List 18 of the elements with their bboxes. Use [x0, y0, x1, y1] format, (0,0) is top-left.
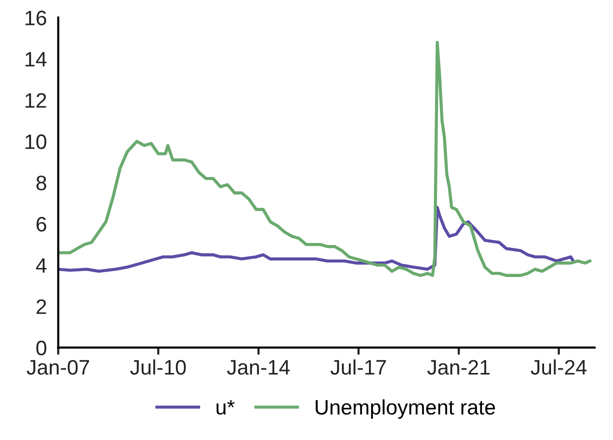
- y-tick-label: 0: [36, 340, 46, 356]
- y-tick-label: 16: [26, 10, 46, 26]
- x-tick-label: Jul-10: [130, 359, 186, 375]
- line-series: [58, 40, 592, 277]
- y-tick-label: 6: [36, 216, 46, 232]
- x-tick-label: Jul-24: [530, 359, 587, 375]
- y-tick-label: 4: [36, 258, 47, 273]
- y-tick-label: 10: [26, 134, 46, 150]
- y-tick-label: 2: [36, 299, 46, 314]
- x-tick-label: Jul-17: [330, 359, 386, 375]
- legend-label: Unemployment rate: [316, 399, 495, 419]
- x-tick-label: Jan-21: [427, 360, 490, 375]
- y-tick-label: 14: [26, 52, 47, 66]
- x-tick-label: Jan-14: [226, 360, 290, 375]
- x-tick-label: Jan-07: [26, 360, 90, 375]
- legend-label: u*: [216, 400, 235, 415]
- y-tick-label: 12: [26, 93, 46, 108]
- y-tick-label: 8: [36, 176, 46, 190]
